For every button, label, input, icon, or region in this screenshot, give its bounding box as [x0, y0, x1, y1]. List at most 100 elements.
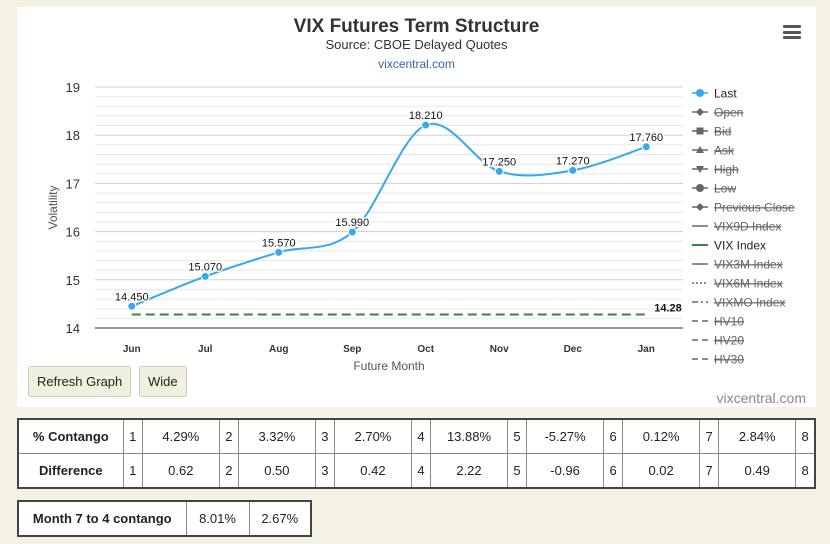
x-tick-label: Nov	[490, 344, 509, 355]
month-number-cell: 3	[314, 418, 336, 454]
last-data-label: 14.450	[115, 291, 149, 303]
table-row: Difference 1 0.62 2 0.50 3 0.42 4 2.22 5 -0.96 6 0.0…	[17, 453, 816, 489]
value-cell: 0.42	[334, 453, 412, 489]
y-tick-label: 18	[66, 128, 80, 143]
legend-item[interactable]: HV20	[714, 334, 744, 348]
table-row: % Contango 1 4.29% 2 3.32% 3 2.70% 4 13.88% 5 -5.2…	[17, 418, 816, 454]
month-number-cell: 1	[122, 453, 143, 489]
x-tick-label: Oct	[417, 344, 434, 355]
last-data-point[interactable]	[347, 227, 357, 237]
value-cell: 2.22	[430, 453, 508, 489]
last-data-point[interactable]	[274, 247, 284, 257]
legend-marker	[696, 166, 704, 173]
value-cell: 3.32%	[237, 418, 316, 454]
month-number-cell: 3	[314, 453, 336, 489]
value-cell: 0.50	[237, 453, 316, 489]
last-data-label: 18.210	[409, 110, 443, 122]
legend-item[interactable]: Last	[714, 87, 737, 101]
value-cell: -5.27%	[526, 418, 604, 454]
month-contango-table: Month 7 to 4 contango 8.01% 2.67%	[17, 500, 312, 537]
month-number-cell: 2	[218, 418, 239, 454]
month-number-cell: 5	[506, 418, 528, 454]
wide-button[interactable]: Wide	[139, 366, 187, 397]
month-number-cell: 7	[699, 418, 720, 454]
hamburger-menu-icon[interactable]	[783, 25, 801, 39]
y-tick-label: 15	[66, 273, 80, 288]
value-cell: 0.12%	[622, 418, 701, 454]
legend-marker	[696, 184, 704, 192]
month-number-cell: 2	[218, 453, 239, 489]
last-data-label: 17.760	[629, 132, 663, 144]
chart-svg: 14 15 16 17 18 19 Jun Jul Aug Sep Oct Nov Dec Jan Futu…	[46, 80, 795, 373]
legend-item[interactable]: VIX3M Index	[714, 258, 783, 272]
value-cell: 4.29%	[141, 418, 220, 454]
x-axis-title: Future Month	[353, 359, 424, 373]
month-number-cell: 5	[506, 453, 528, 489]
last-data-point[interactable]	[568, 165, 578, 175]
last-series-line	[131, 122, 647, 308]
last-data-point[interactable]	[494, 166, 504, 176]
legend-marker	[696, 89, 704, 97]
value-cell: 0.49	[718, 453, 797, 489]
source-link[interactable]: vixcentral.com	[378, 57, 455, 71]
legend-item[interactable]: VIX Index	[714, 239, 766, 253]
month-number-cell: 4	[410, 453, 432, 489]
legend-item[interactable]: HV10	[714, 315, 744, 329]
value-cell: 0.02	[622, 453, 701, 489]
month-contango-value: 8.01%	[185, 500, 250, 537]
last-data-label: 17.270	[556, 155, 590, 167]
table-row: Month 7 to 4 contango 8.01% 2.67%	[17, 500, 312, 537]
month-number-cell: 8	[795, 418, 816, 454]
y-tick-label: 17	[66, 176, 80, 191]
value-cell: 13.88%	[430, 418, 508, 454]
month-number-cell: 6	[602, 453, 624, 489]
refresh-graph-button[interactable]: Refresh Graph	[28, 366, 132, 397]
last-data-point[interactable]	[200, 271, 210, 281]
last-data-label: 17.250	[482, 156, 516, 168]
x-tick-label: Sep	[343, 344, 361, 355]
month-number-cell: 4	[410, 418, 432, 454]
last-data-point[interactable]	[421, 120, 431, 130]
legend-item[interactable]: Open	[714, 106, 743, 120]
chart-title: VIX Futures Term Structure	[293, 16, 540, 37]
legend-item[interactable]: High	[714, 163, 739, 177]
legend-item[interactable]: Ask	[714, 144, 735, 158]
value-cell: 0.62	[141, 453, 220, 489]
value-cell: -0.96	[526, 453, 604, 489]
row-label: Difference	[17, 453, 124, 489]
last-data-label: 15.990	[335, 217, 369, 229]
legend-marker	[696, 146, 704, 153]
legend-item[interactable]: Bid	[714, 125, 731, 139]
legend-marker	[696, 127, 704, 135]
legend-item[interactable]: HV30	[714, 353, 744, 367]
month-number-cell: 1	[122, 418, 143, 454]
legend-item[interactable]: VIX6M Index	[714, 277, 783, 291]
legend-marker	[696, 108, 704, 116]
x-tick-label: Dec	[564, 344, 583, 355]
legend-item[interactable]: Previous Close	[714, 201, 795, 215]
x-tick-label: Aug	[269, 344, 288, 355]
last-data-label: 15.070	[188, 261, 222, 273]
month-number-cell: 7	[699, 453, 720, 489]
legend-item[interactable]: Low	[714, 182, 736, 196]
last-data-point[interactable]	[127, 301, 137, 311]
y-tick-label: 16	[66, 225, 80, 240]
legend-item[interactable]: VIXMO Index	[714, 296, 785, 310]
x-tick-label: Jan	[638, 344, 655, 355]
y-tick-label: 14	[66, 321, 80, 336]
row-label: % Contango	[17, 418, 124, 454]
month-number-cell: 8	[795, 453, 816, 489]
y-axis-title: Volatility	[46, 185, 60, 229]
last-data-label: 15.570	[262, 237, 296, 249]
month-contango-label: Month 7 to 4 contango	[17, 500, 187, 537]
credit-link[interactable]: vixcentral.com	[716, 390, 806, 406]
x-tick-label: Jun	[123, 344, 141, 355]
chart-panel: 14 15 16 17 18 19 Jun Jul Aug Sep Oct Nov Dec Jan Futu…	[17, 7, 816, 407]
vix-index-end-label: 14.28	[654, 303, 682, 315]
last-data-point[interactable]	[641, 142, 651, 152]
month-number-cell: 6	[602, 418, 624, 454]
value-cell: 2.84%	[718, 418, 797, 454]
legend-item[interactable]: VIX9D Index	[714, 220, 781, 234]
legend-marker	[696, 203, 704, 211]
chart-subtitle: Source: CBOE Delayed Quotes	[325, 37, 508, 52]
